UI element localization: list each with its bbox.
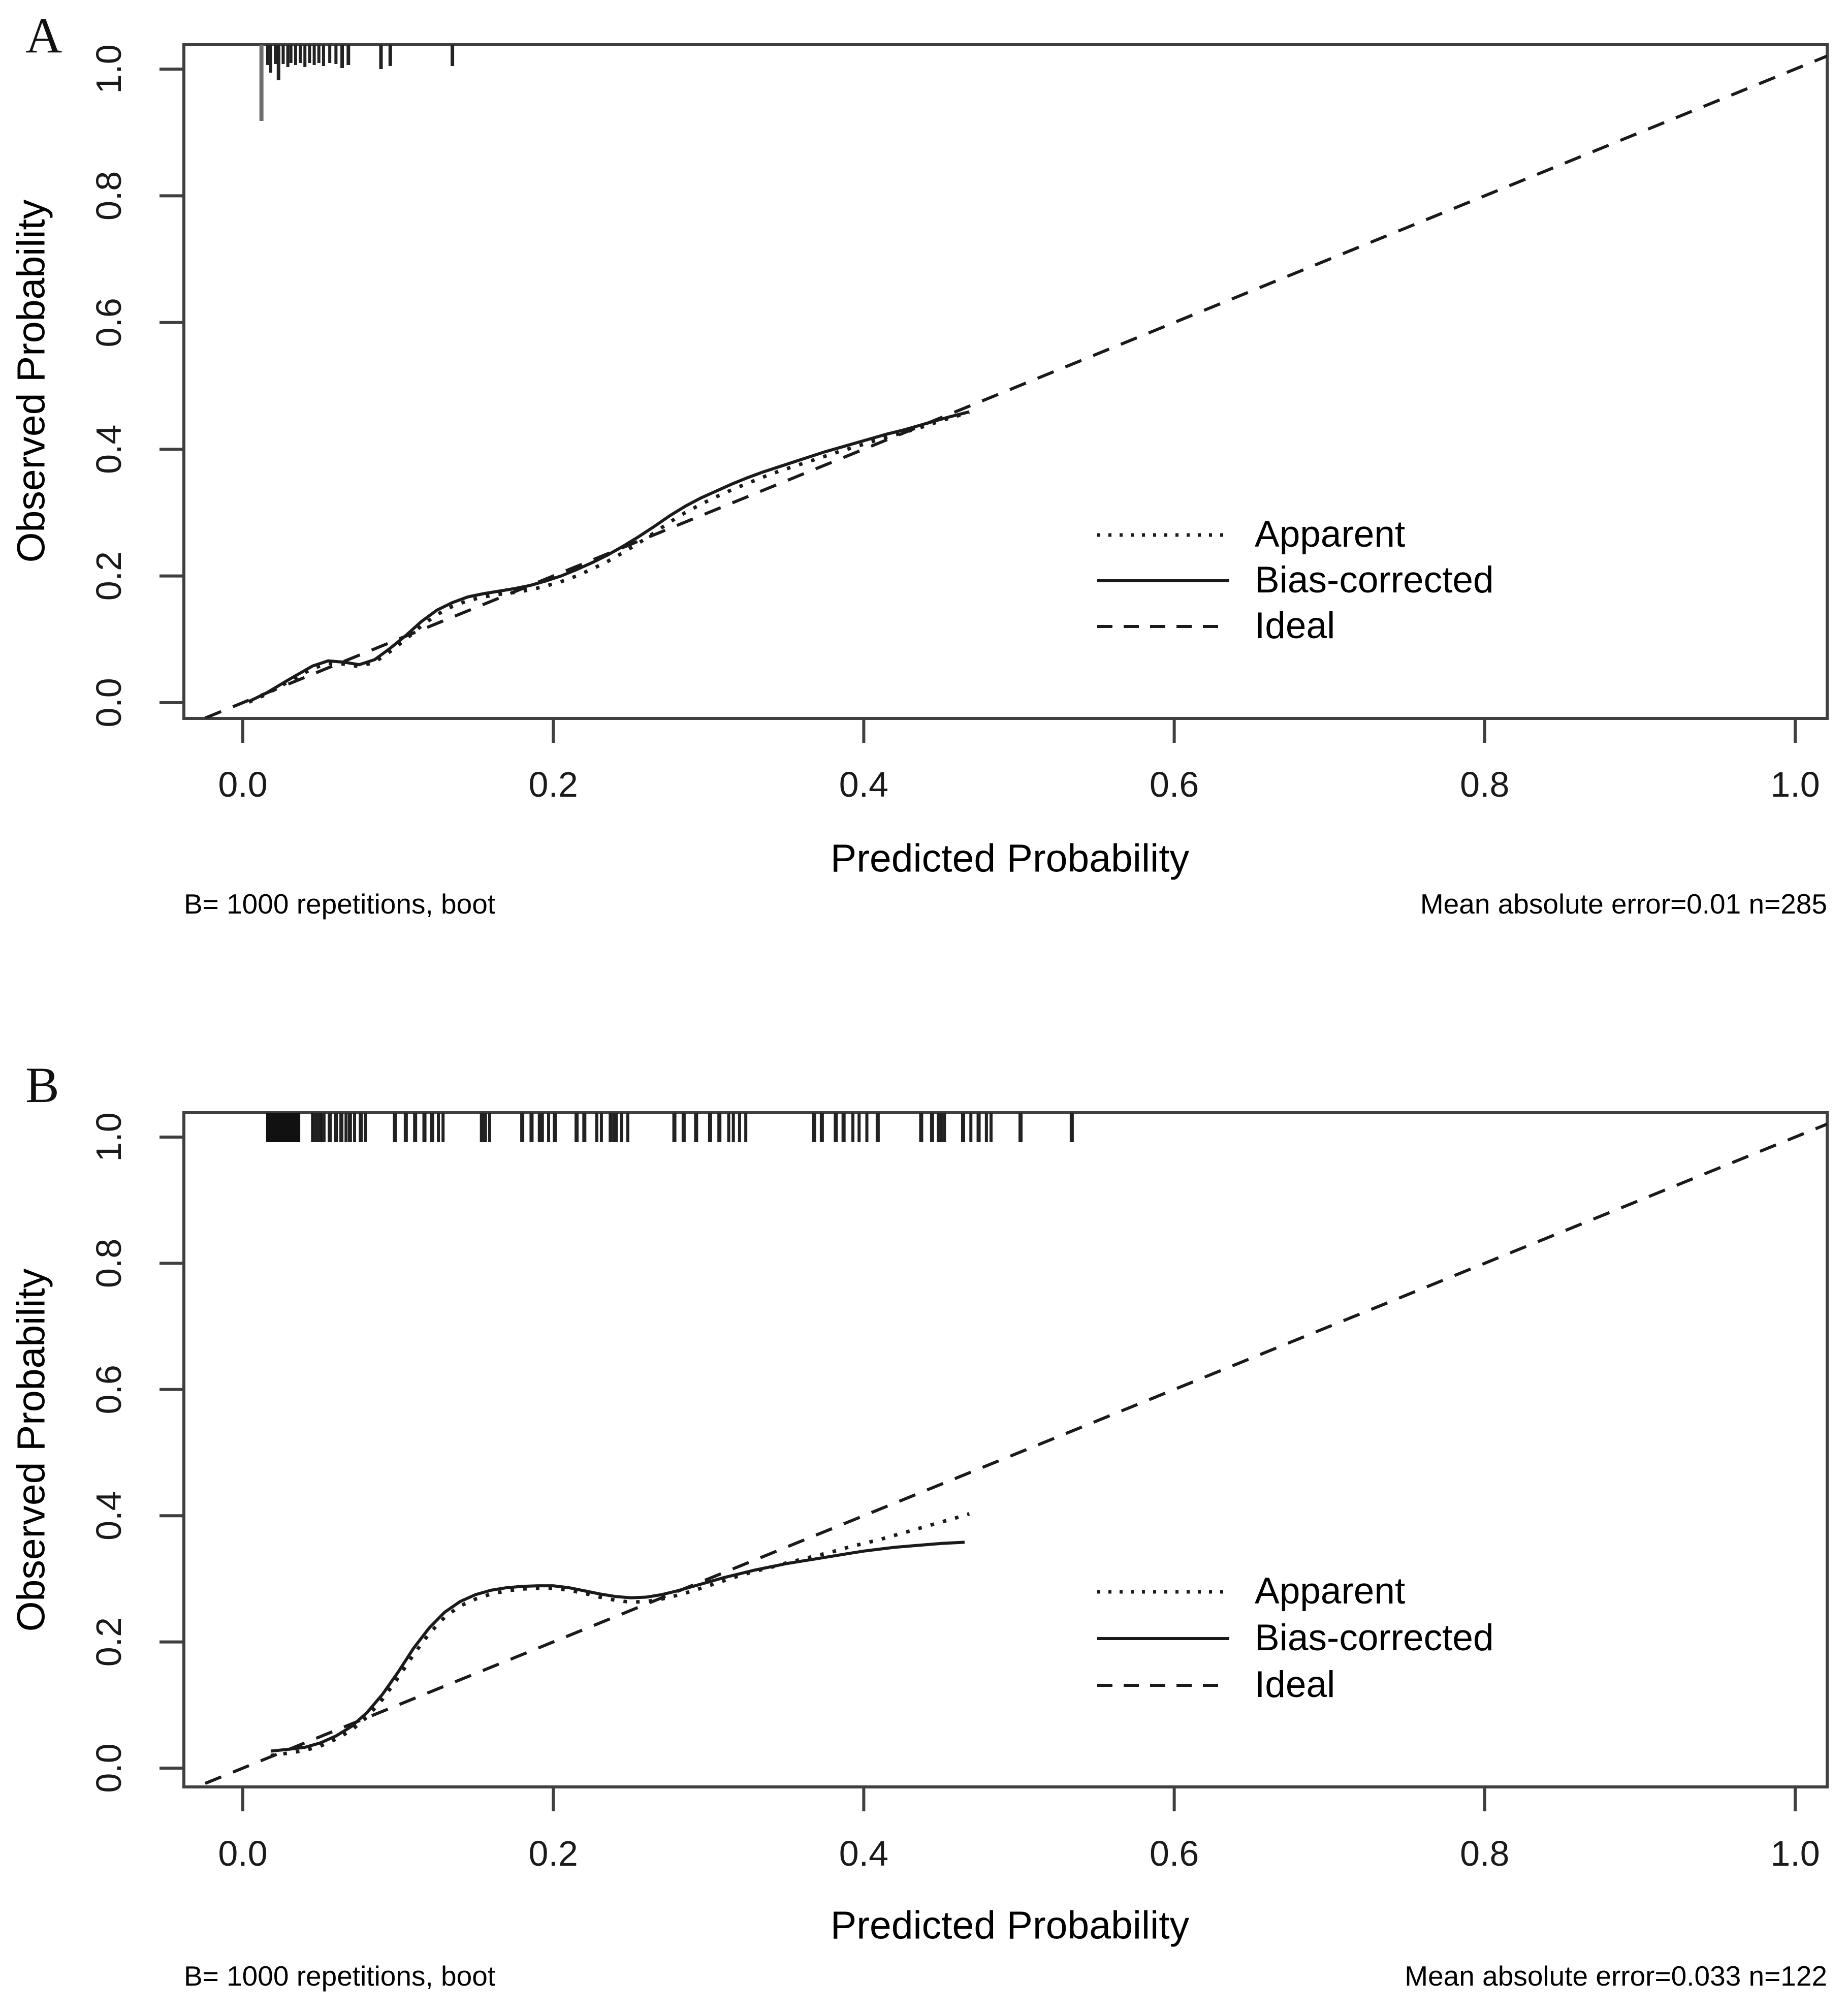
panel-b-y-axis-title: Observed Probability [9, 1268, 53, 1632]
panel-b-legend-label-apparent: Apparent [1255, 1570, 1406, 1612]
panel-a-x-tick-label: 0.4 [839, 765, 888, 804]
panel-b-y-tick-label: 0.8 [89, 1239, 129, 1288]
panel-b-plot-box [182, 1111, 1829, 1788]
panel-b-x-tick-label: 0.0 [218, 1834, 267, 1873]
panel-a-x-tick-label: 0.2 [529, 765, 578, 804]
panel-a-legend-label-apparent: Apparent [1255, 514, 1406, 555]
panel-b-footnote-right: Mean absolute error=0.033 n=122 [1405, 1960, 1827, 1992]
panel-b-x-tick-label: 0.6 [1150, 1834, 1199, 1873]
panel-a-y-tick-label: 0.0 [89, 678, 129, 727]
panel-a-legend-label-ideal: Ideal [1255, 605, 1335, 646]
panel-a-x-tick-label: 0.8 [1460, 765, 1509, 804]
panel-b-legend-label-bias-corrected: Bias-corrected [1255, 1617, 1494, 1658]
panel-b-y-tick-label: 1.0 [89, 1112, 129, 1161]
panel-a-curve-apparent [248, 411, 970, 704]
panel-a-y-tick-label: 0.4 [89, 425, 129, 474]
panel-b: 0.0 0.2 0.4 0.6 0.8 1.0 0.0 0.2 0.4 0.6 0.8 1.0 [89, 1111, 1829, 1873]
panel-a-y-tick-label: 1.0 [89, 44, 129, 93]
panel-b-curve-bias-corrected [270, 1541, 965, 1753]
panel-a-x-tick-label: 0.6 [1150, 765, 1199, 804]
panel-b-curve-apparent [270, 1512, 970, 1757]
panel-b-y-tick-label: 0.6 [89, 1365, 129, 1414]
panel-a-footnote-right: Mean absolute error=0.01 n=285 [1420, 888, 1827, 920]
panel-b-rug-block [266, 1113, 301, 1142]
panel-b-y-tick-label: 0.4 [89, 1491, 129, 1541]
panel-a-y-axis-title: Observed Probability [9, 199, 53, 563]
panel-b-footnote-left: B= 1000 repetitions, boot [184, 1960, 496, 1992]
panel-a-y-tick-label: 0.8 [89, 171, 129, 221]
panel-b-legend-label-ideal: Ideal [1255, 1664, 1335, 1705]
panel-a-x-axis-title: Predicted Probability [830, 836, 1190, 881]
panel-b-letter: B [25, 1057, 59, 1113]
panel-a-curve-bias-corrected [248, 410, 970, 703]
panel-b-y-tick-label: 0.2 [89, 1617, 129, 1667]
panel-b-y-tick-label: 0.0 [89, 1743, 129, 1793]
panel-a-x-tick-label: 0.0 [218, 765, 267, 804]
panel-b-x-tick-label: 0.4 [839, 1834, 888, 1873]
panel-a-curve-ideal [200, 54, 1827, 718]
panel-b-x-tick-label: 0.2 [529, 1834, 578, 1873]
panel-a-legend-label-bias-corrected: Bias-corrected [1255, 559, 1494, 601]
panel-b-x-tick-label: 0.8 [1460, 1834, 1509, 1873]
panel-b-curve-ideal [192, 1122, 1827, 1787]
panel-a-plot-box [182, 43, 1829, 720]
panel-b-x-axis-title: Predicted Probability [830, 1903, 1190, 1947]
panel-a: 0.0 0.2 0.4 0.6 0.8 1.0 0.0 0.2 0.4 0.6 0.8 1.0 [89, 43, 1829, 804]
panel-a-y-tick-label: 0.2 [89, 551, 129, 601]
panel-a-x-tick-label: 1.0 [1770, 765, 1820, 804]
panel-a-footnote-left: B= 1000 repetitions, boot [184, 888, 496, 920]
panel-a-y-tick-label: 0.6 [89, 298, 129, 347]
panel-a-letter: A [25, 7, 62, 64]
panel-b-x-tick-label: 1.0 [1770, 1834, 1820, 1873]
